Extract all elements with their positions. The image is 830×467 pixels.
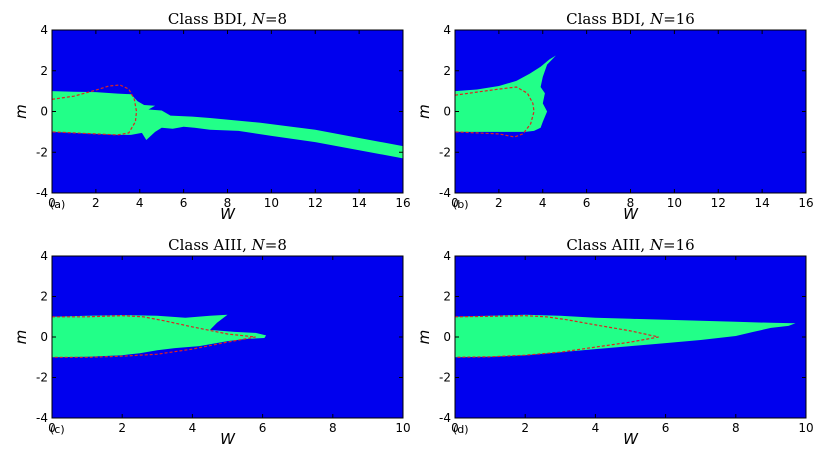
x-tick-label: 4 [592, 421, 600, 435]
x-tick-label: 0 [48, 421, 56, 435]
x-tick-label: 6 [583, 196, 591, 210]
x-tick-label: 16 [798, 196, 813, 210]
x-tick-label: 14 [754, 196, 769, 210]
x-tick-label: 0 [451, 421, 459, 435]
y-axis-label: m [12, 104, 30, 119]
y-tick-label: -2 [439, 145, 451, 159]
title-n-value: =8 [265, 236, 287, 254]
panel-title: Class AIII, N=16 [566, 236, 694, 254]
x-tick-label: 12 [308, 196, 323, 210]
x-axis-label: W [623, 430, 639, 448]
x-tick-label: 4 [539, 196, 547, 210]
x-axis-label: W [220, 430, 236, 448]
x-axis-label: W [220, 205, 236, 223]
plot-area [52, 84, 403, 159]
x-tick-label: 0 [451, 196, 459, 210]
title-n-symbol: N [251, 236, 266, 254]
x-tick-label: 2 [521, 421, 529, 435]
y-tick-label: 2 [40, 290, 48, 304]
title-class: Class AIII, [566, 236, 650, 254]
x-axis-label: W [623, 205, 639, 223]
y-tick-label: 2 [443, 64, 451, 78]
y-axis-label: m [415, 104, 433, 119]
y-axis-label: m [12, 330, 30, 345]
topological-region-1 [52, 314, 267, 358]
x-tick-label: 10 [798, 421, 813, 435]
x-tick-label: 8 [627, 196, 635, 210]
x-tick-label: 4 [136, 196, 144, 210]
x-tick-label: 0 [48, 196, 56, 210]
title-n-value: =8 [265, 10, 287, 28]
y-tick-label: 2 [443, 290, 451, 304]
boundary-curve [455, 315, 659, 358]
x-tick-label: 16 [395, 196, 410, 210]
y-axis-label: m [415, 330, 433, 345]
x-tick-label: 10 [395, 421, 410, 435]
title-n-value: =16 [663, 10, 695, 28]
title-n-symbol: N [251, 10, 266, 28]
panel-letter: (a) [50, 198, 65, 211]
panel-3: 0 2 4 6 8 10 -4 -2 0 2 4 Wm (c) Class AIII, N=8 [12, 236, 411, 448]
y-tick-label: 4 [443, 249, 451, 263]
title-n-value: =16 [663, 236, 695, 254]
y-tick-label: -4 [439, 411, 451, 425]
y-tick-label: -4 [439, 186, 451, 200]
panel-4: 0 2 4 6 8 10 -4 -2 0 2 4 Wm (d) Class AIII, N=16 [415, 236, 814, 448]
title-class: Class AIII, [168, 236, 252, 254]
y-tick-label: -2 [36, 145, 48, 159]
x-tick-label: 2 [495, 196, 503, 210]
y-tick-label: 4 [40, 23, 48, 37]
topological-region-1 [455, 314, 796, 358]
topological-region-1 [455, 55, 556, 132]
y-tick-label: -4 [36, 186, 48, 200]
x-tick-label: 8 [329, 421, 337, 435]
panel-letter: (b) [453, 198, 469, 211]
y-tick-label: -4 [36, 411, 48, 425]
y-tick-label: 4 [40, 249, 48, 263]
x-tick-label: 2 [92, 196, 100, 210]
plot-area [52, 314, 267, 358]
x-tick-label: 14 [351, 196, 366, 210]
y-tick-label: 0 [443, 330, 451, 344]
x-tick-label: 4 [189, 421, 197, 435]
x-tick-label: 6 [259, 421, 267, 435]
panel-letter: (d) [453, 423, 469, 436]
x-tick-label: 12 [711, 196, 726, 210]
y-tick-label: 0 [40, 330, 48, 344]
y-tick-label: -2 [36, 371, 48, 385]
topological-region-1 [52, 91, 403, 159]
y-tick-label: -2 [439, 371, 451, 385]
title-n-symbol: N [649, 10, 664, 28]
y-tick-label: 4 [443, 23, 451, 37]
x-tick-label: 2 [118, 421, 126, 435]
panel-letter: (c) [50, 423, 65, 436]
y-tick-label: 0 [443, 105, 451, 119]
boundary-curve [52, 315, 256, 358]
x-tick-label: 10 [667, 196, 682, 210]
x-tick-label: 8 [732, 421, 740, 435]
title-n-symbol: N [649, 236, 664, 254]
x-tick-label: 8 [224, 196, 232, 210]
plot-area [455, 314, 796, 358]
boundary-curve [52, 84, 138, 136]
title-class: Class BDI, [168, 10, 252, 28]
x-tick-label: 10 [264, 196, 279, 210]
title-class: Class BDI, [566, 10, 650, 28]
panel-1: 0 2 4 6 8 10 12 14 16 -4 -2 0 2 4 Wm (a) Class BDI, N=8 [12, 10, 411, 223]
plot-area [455, 55, 556, 138]
x-tick-label: 6 [180, 196, 188, 210]
y-tick-label: 0 [40, 105, 48, 119]
panel-2: 0 2 4 6 8 10 12 14 16 -4 -2 0 2 4 Wm (b) Class BDI, N=16 [415, 10, 814, 223]
panel-title: Class BDI, N=16 [566, 10, 695, 28]
panel-title: Class AIII, N=8 [168, 236, 287, 254]
x-tick-label: 6 [662, 421, 670, 435]
y-tick-label: 2 [40, 64, 48, 78]
panel-title: Class BDI, N=8 [168, 10, 287, 28]
